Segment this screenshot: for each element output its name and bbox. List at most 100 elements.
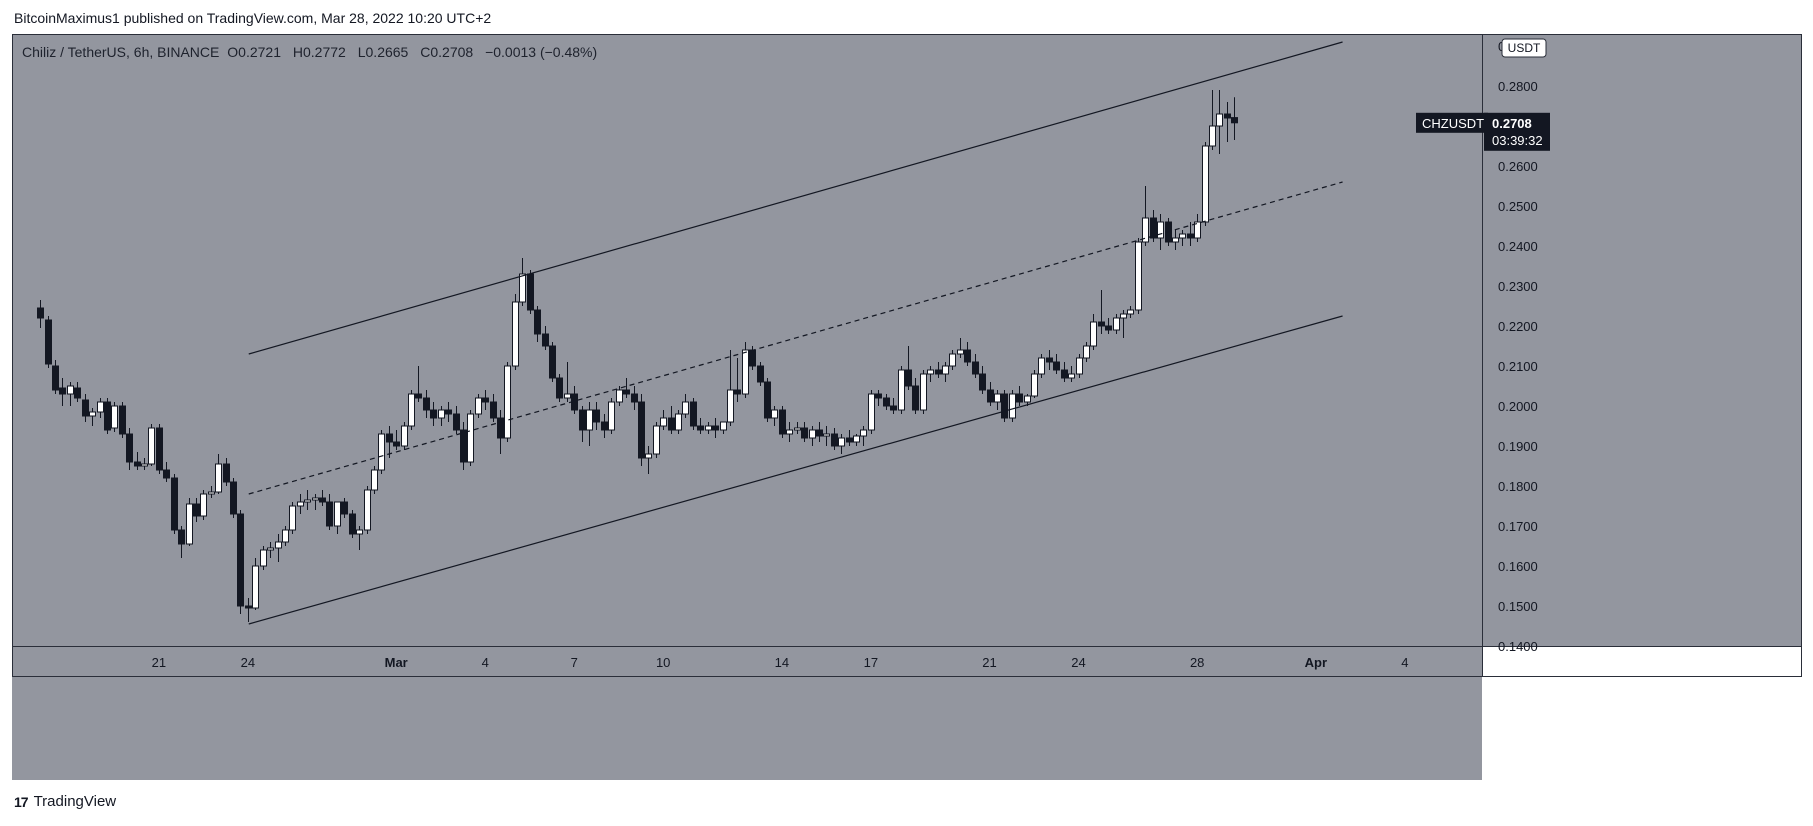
bear-candle-body	[1061, 369, 1068, 379]
bear-candle-body	[341, 501, 348, 515]
bull-candle-body	[512, 301, 519, 367]
candle	[608, 398, 615, 434]
ohlc-legend: Chiliz / TetherUS, 6h, BINANCE O0.2721 H…	[22, 44, 601, 60]
legend-symbol[interactable]: Chiliz / TetherUS, 6h, BINANCE	[22, 44, 220, 60]
candle	[1090, 314, 1097, 350]
chart-frame	[12, 34, 1802, 677]
candle	[1209, 90, 1216, 150]
bear-candle-body	[171, 477, 178, 531]
bull-candle-body	[1031, 373, 1038, 397]
bear-candle-body	[1098, 321, 1105, 327]
candle	[163, 462, 170, 482]
bull-candle-body	[823, 433, 830, 437]
footer-brand[interactable]: 17 TradingView	[14, 793, 116, 810]
bull-candle-body	[564, 393, 571, 399]
candle	[408, 390, 415, 430]
high-value: 0.2772	[303, 44, 346, 60]
candle	[1157, 214, 1164, 250]
bear-candle-body	[987, 389, 994, 403]
candle	[964, 342, 971, 366]
bear-candle-body	[875, 393, 882, 399]
bull-candle-body	[1157, 221, 1164, 239]
candle	[119, 402, 126, 438]
candle	[1179, 230, 1186, 246]
bear-candle-body	[601, 421, 608, 431]
bear-candle-body	[59, 387, 66, 395]
candle	[801, 422, 808, 442]
bear-candle-body	[393, 441, 400, 447]
bear-candle-body	[74, 387, 81, 399]
candle	[601, 414, 608, 438]
candle	[942, 362, 949, 382]
low-label: L	[357, 44, 366, 60]
candle	[364, 486, 371, 534]
bear-candle-body	[445, 409, 452, 415]
candle	[1216, 90, 1223, 154]
bull-candle-body	[1113, 317, 1120, 331]
bull-candle-body	[1090, 321, 1097, 347]
bear-candle-body	[237, 513, 244, 607]
time-tick-label: 24	[241, 655, 255, 670]
bull-candle-body	[853, 435, 860, 443]
candle	[1053, 354, 1060, 374]
candle	[45, 316, 52, 368]
candle	[979, 366, 986, 394]
candle	[712, 418, 719, 438]
bear-candle-body	[45, 319, 52, 365]
bear-candle-body	[905, 369, 912, 387]
candle	[252, 558, 259, 610]
symbol-tag-background	[1416, 112, 1488, 133]
candle	[935, 362, 942, 378]
candle	[319, 490, 326, 506]
last-price-tag-background	[1484, 112, 1550, 151]
candle	[386, 426, 393, 458]
price-tick-label: 0.1700	[1498, 519, 1538, 534]
candle	[475, 394, 482, 418]
candle	[178, 526, 185, 558]
bull-candle-body	[371, 469, 378, 491]
candle	[1068, 366, 1075, 382]
bear-candle-body	[979, 373, 986, 391]
last-price-label: 0.2708	[1492, 116, 1532, 131]
chart-area[interactable]: 0.29000.28000.27000.26000.25000.24000.23…	[12, 34, 1802, 780]
candle	[445, 402, 452, 422]
candle	[809, 426, 816, 446]
candlestick-chart[interactable]: 0.29000.28000.27000.26000.25000.24000.23…	[12, 34, 1802, 780]
bear-candle-body	[490, 401, 497, 419]
bear-candle-body	[193, 503, 200, 517]
price-tick-label: 0.2400	[1498, 239, 1538, 254]
bull-candle-body	[408, 393, 415, 427]
bull-candle-body	[148, 427, 155, 465]
candle	[705, 422, 712, 434]
symbol-tag-label: CHZUSDT	[1422, 116, 1484, 131]
bear-candle-body	[801, 427, 808, 439]
candle	[59, 378, 66, 406]
bear-candle-body	[1053, 361, 1060, 371]
bear-candle-body	[779, 409, 786, 435]
bull-candle-body	[1068, 373, 1075, 379]
candle	[126, 428, 133, 470]
close-value: 0.2708	[430, 44, 474, 60]
candle	[519, 258, 526, 306]
bull-candle-body	[467, 413, 474, 463]
candle	[111, 402, 118, 432]
bull-candle-body	[504, 365, 511, 439]
candle	[920, 370, 927, 414]
bear-candle-body	[1231, 117, 1238, 124]
candle	[1001, 390, 1008, 422]
candle	[467, 410, 474, 466]
currency-label: USDT	[1508, 41, 1541, 55]
bull-candle-body	[1127, 309, 1134, 315]
bull-candle-body	[898, 369, 905, 411]
bull-candle-body	[289, 505, 296, 531]
bear-candle-body	[757, 365, 764, 383]
candle	[200, 490, 207, 520]
candle	[853, 434, 860, 446]
bull-candle-body	[356, 529, 363, 535]
bear-candle-body	[593, 409, 600, 423]
bear-candle-body	[764, 381, 771, 419]
bull-candle-body	[304, 499, 311, 503]
bear-candle-body	[245, 605, 252, 609]
bear-candle-body	[230, 481, 237, 515]
bear-candle-body	[690, 401, 697, 427]
